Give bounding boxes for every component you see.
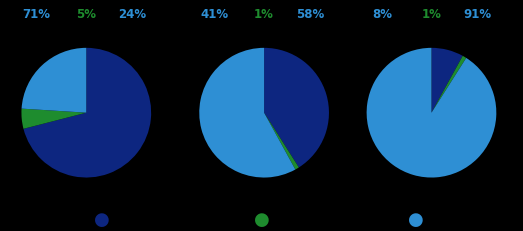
Text: 24%: 24% xyxy=(118,8,146,21)
Text: 58%: 58% xyxy=(296,8,324,21)
Text: 1%: 1% xyxy=(254,8,274,21)
Text: 91%: 91% xyxy=(463,8,492,21)
Text: 8%: 8% xyxy=(372,8,392,21)
Text: 5%: 5% xyxy=(76,8,96,21)
Text: ●: ● xyxy=(94,210,110,228)
Text: 41%: 41% xyxy=(200,8,229,21)
Wedge shape xyxy=(367,49,496,178)
Text: ●: ● xyxy=(254,210,269,228)
Wedge shape xyxy=(21,109,86,129)
Text: ●: ● xyxy=(408,210,424,228)
Text: 1%: 1% xyxy=(422,8,441,21)
Wedge shape xyxy=(431,49,463,113)
Text: 71%: 71% xyxy=(22,8,51,21)
Wedge shape xyxy=(264,113,299,170)
Wedge shape xyxy=(199,49,295,178)
Wedge shape xyxy=(431,57,466,113)
Wedge shape xyxy=(21,49,86,113)
Wedge shape xyxy=(24,49,151,178)
Wedge shape xyxy=(264,49,329,168)
